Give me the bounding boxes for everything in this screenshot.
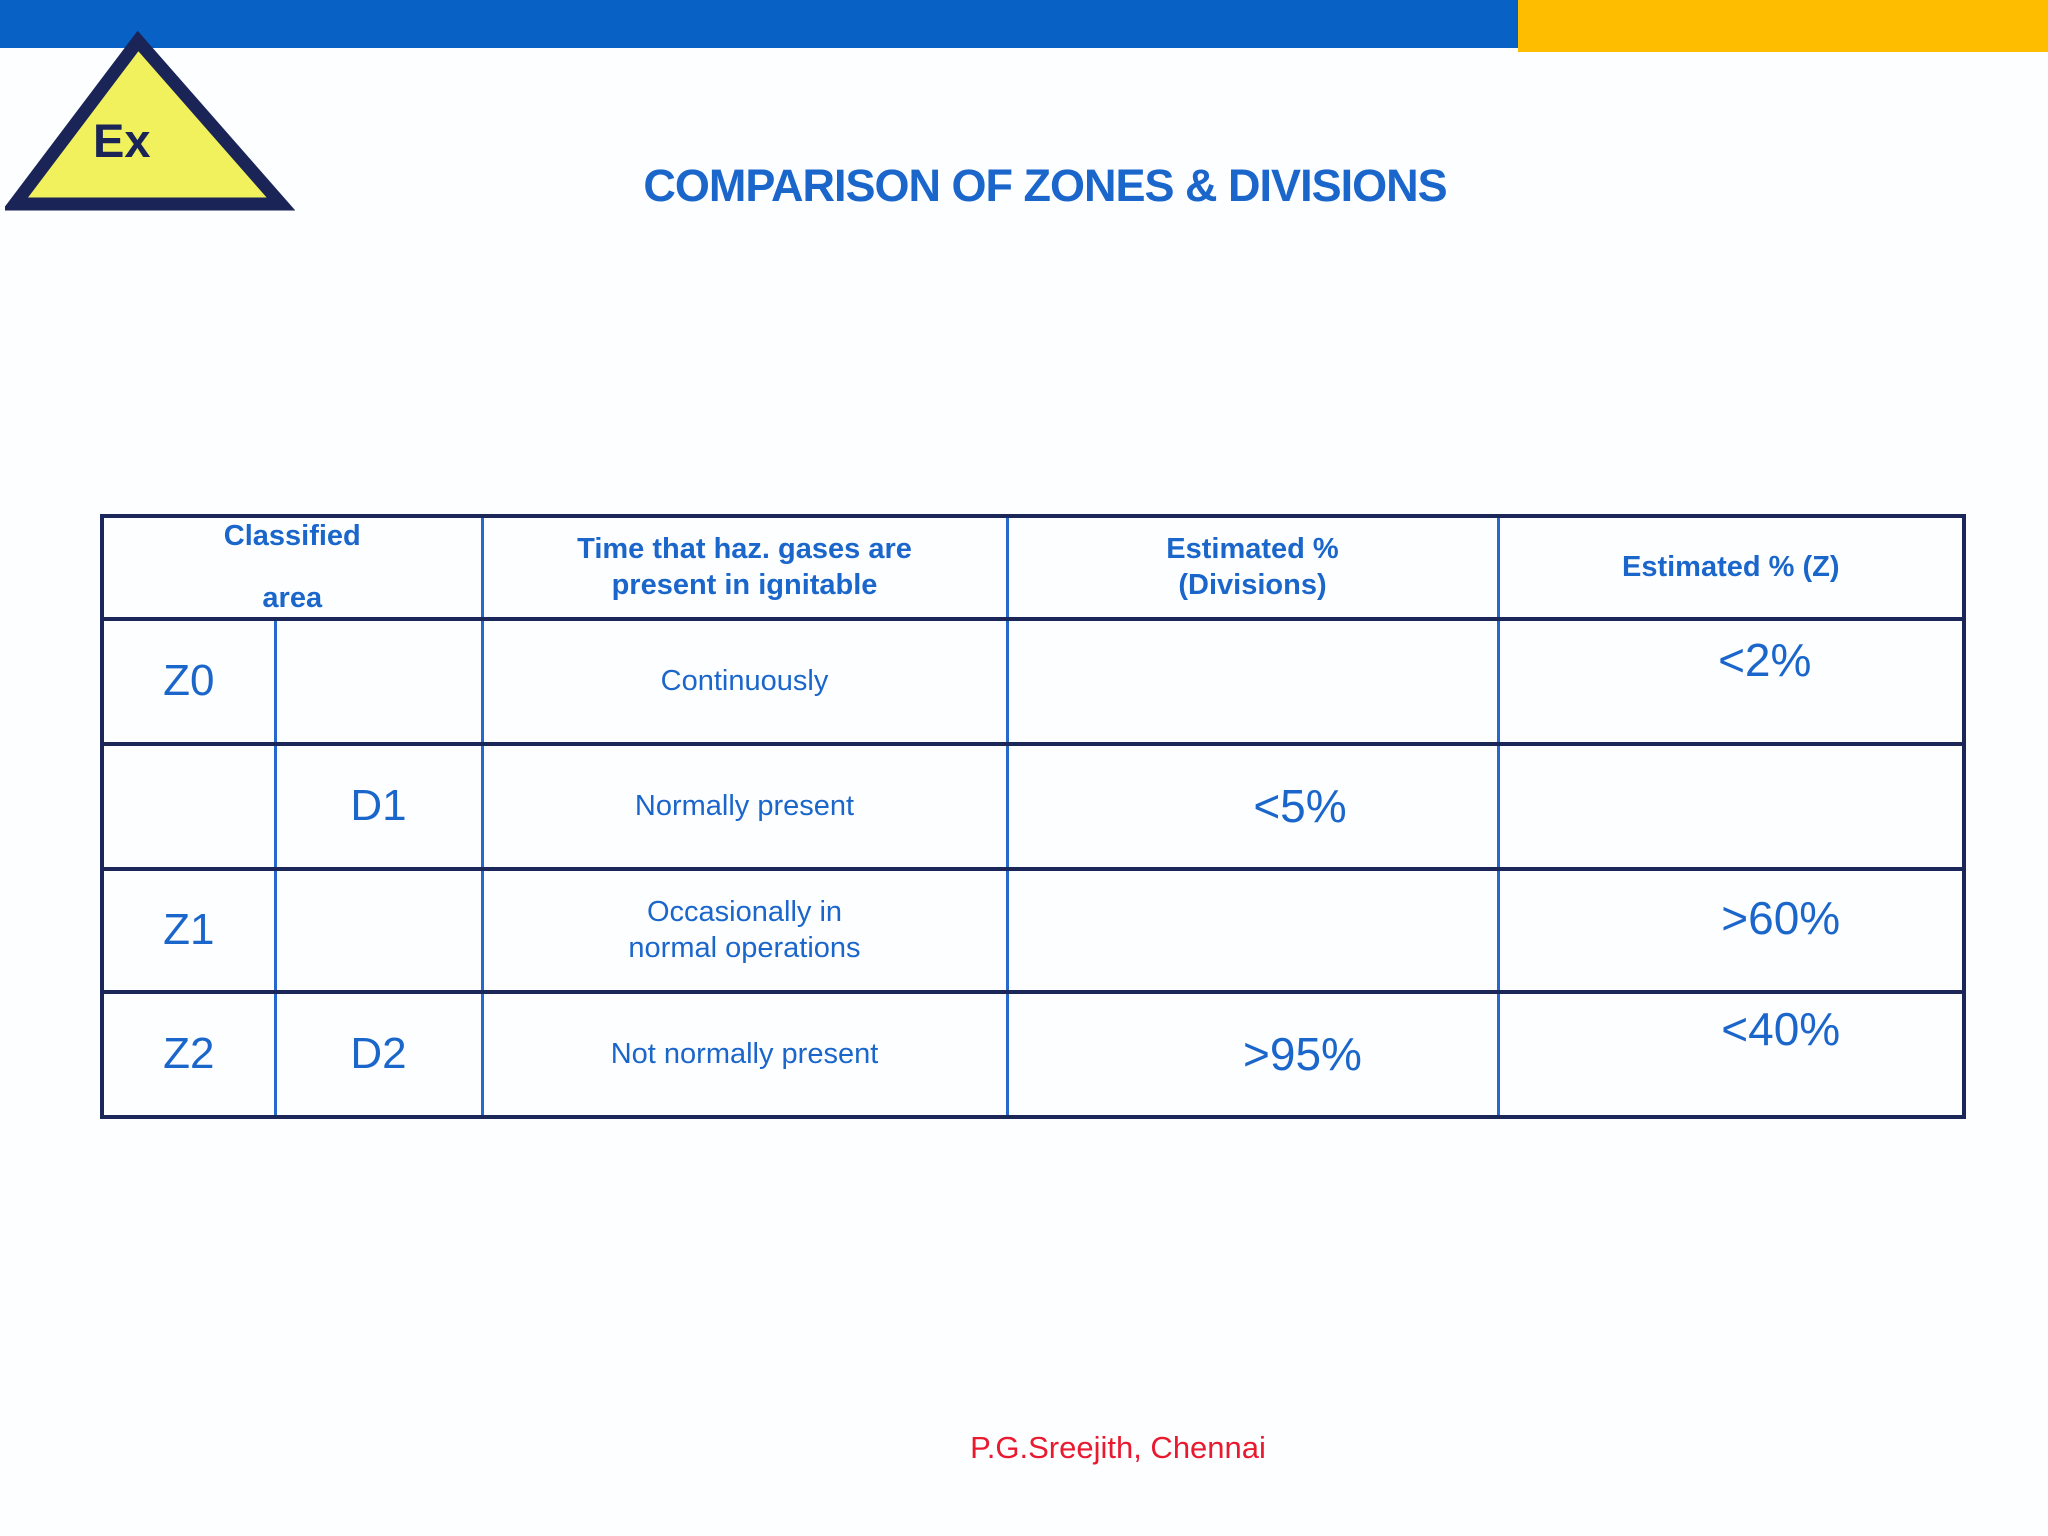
cell-zone-z1: Z1 [100,866,277,994]
page-title: COMPARISON OF ZONES & DIVISIONS [643,160,1447,211]
cell-estz-lt40: <40% [1496,989,1966,1119]
table-row-d1: D1 Normally present <5% [100,741,1966,871]
footer-credit: P.G.Sreejith, Chennai [970,1430,1266,1465]
header-est-div-line2: (Divisions) [1178,569,1327,602]
header-estimated-divisions: Estimated % (Divisions) [1005,514,1500,621]
table-row-z1: Z1 Occasionally in normal operations >60… [100,866,1966,994]
header-classified-line2: area [262,582,323,615]
cell-zone-z2: Z2 [100,989,277,1119]
cell-time-not-normally: Not normally present [480,989,1009,1119]
header-classified-area: Classified area [100,514,484,621]
header-line-gap [105,554,479,580]
top-bar-blue [0,0,1518,48]
cell-estz-gt60: >60% [1496,866,1966,994]
table-row-z2-d2: Z2 D2 Not normally present >95% <40% [100,989,1966,1119]
header-classified-line1: Classified [223,520,361,552]
cell-time-occasionally-line1: Occasionally in [646,895,843,928]
cell-division-d2: D2 [273,989,484,1119]
header-time-present: Time that haz. gases are present in igni… [480,514,1009,621]
cell-time-occasionally: Occasionally in normal operations [480,866,1009,994]
cell-estdiv-empty [1005,616,1500,746]
ex-hazard-triangle-icon: Ex [5,30,295,211]
top-bar-orange [1518,0,2048,52]
ex-symbol-text: Ex [93,114,151,167]
table-header-row: Classified area Time that haz. gases are… [100,514,1966,621]
cell-estdiv-empty2 [1005,866,1500,994]
cell-division-d1: D1 [273,741,484,871]
cell-estz-empty [1496,741,1966,871]
cell-estdiv-gt95: >95% [1005,989,1500,1119]
cell-division-empty2 [273,866,484,994]
zones-divisions-table: Classified area Time that haz. gases are… [100,514,1966,1119]
table-row-z0: Z0 Continuously <2% [100,616,1966,746]
cell-time-normally-present: Normally present [480,741,1009,871]
cell-zone-empty [100,741,277,871]
header-est-div-line1: Estimated % [1166,533,1339,565]
cell-estdiv-lt5: <5% [1005,741,1500,871]
cell-division-empty [273,616,484,746]
cell-time-occasionally-line2: normal operations [628,932,861,964]
cell-time-continuously: Continuously [480,616,1009,746]
header-time-line1: Time that haz. gases are [577,533,912,565]
header-estimated-z: Estimated % (Z) [1496,514,1966,621]
header-time-line2: present in ignitable [611,569,878,602]
cell-estz-lt2: <2% [1496,616,1966,746]
cell-zone-z0: Z0 [100,616,277,746]
